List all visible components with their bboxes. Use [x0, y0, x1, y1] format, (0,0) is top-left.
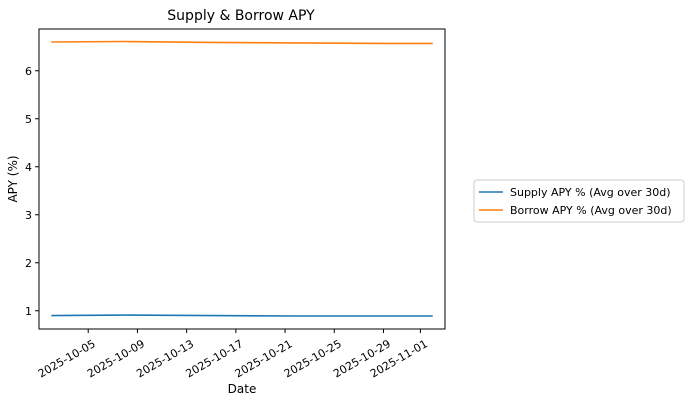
- y-tick-label: 2: [25, 257, 32, 270]
- y-tick-label: 3: [25, 209, 32, 222]
- x-axis: 2025-10-052025-10-092025-10-132025-10-17…: [36, 329, 430, 380]
- chart-title: Supply & Borrow APY: [167, 8, 315, 24]
- y-axis: 1 2 3 4 5 6: [25, 65, 39, 318]
- plot-frame: [38, 28, 446, 330]
- y-axis-label: APY (%): [6, 155, 20, 202]
- legend-box: [473, 179, 685, 223]
- legend-label-1: Borrow APY % (Avg over 30d): [510, 204, 672, 217]
- legend-label-0: Supply APY % (Avg over 30d): [510, 186, 671, 199]
- y-tick-label: 4: [25, 161, 32, 174]
- y-tick-label: 6: [25, 65, 32, 78]
- y-tick-label: 1: [25, 305, 32, 318]
- x-axis-label: Date: [228, 382, 257, 396]
- series-line-0: [51, 314, 433, 317]
- plot-series: [51, 40, 433, 317]
- legend: Supply APY % (Avg over 30d) Borrow APY % …: [473, 179, 685, 223]
- legend-entries: Supply APY % (Avg over 30d) Borrow APY % …: [479, 186, 672, 217]
- series-line-1: [51, 40, 433, 45]
- y-tick-label: 5: [25, 113, 32, 126]
